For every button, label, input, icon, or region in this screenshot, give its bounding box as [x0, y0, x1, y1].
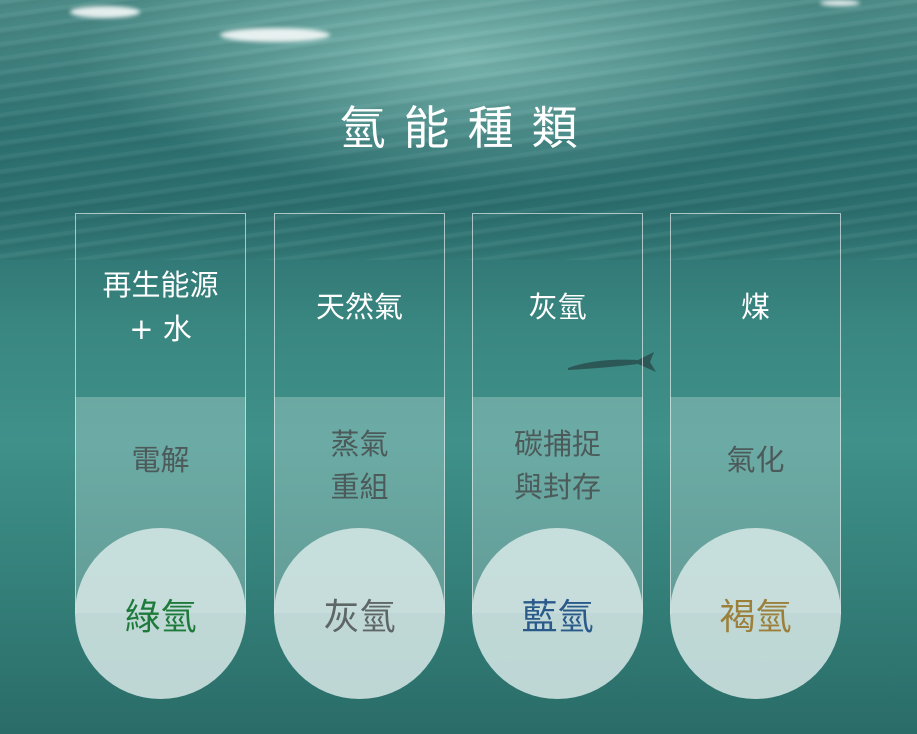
result-label: 灰氫 — [323, 596, 396, 638]
hydrogen-column-grey: 天然氣 蒸氣 重組 灰氫 — [274, 213, 445, 699]
process-line: 與封存 — [513, 470, 601, 504]
process-line: 氣化 — [726, 443, 785, 477]
page-title: 氫能種類 — [339, 101, 596, 155]
process-label: 碳捕捉 與封存 — [472, 423, 643, 509]
fish-icon — [568, 352, 656, 372]
source-label: 煤 — [670, 285, 841, 329]
process-line: 碳捕捉 — [513, 427, 601, 461]
light-glint — [820, 0, 860, 6]
process-line: 重組 — [330, 470, 389, 504]
source-label: 天然氣 — [274, 285, 445, 329]
result-label: 褐氫 — [719, 596, 792, 638]
source-label: 灰氫 — [472, 285, 643, 329]
hydrogen-column-green: 再生能源 + 水 電解 綠氫 — [75, 213, 246, 699]
result-circle: 藍氫 — [472, 528, 643, 699]
result-circle: 灰氫 — [274, 528, 445, 699]
source-label: 再生能源 + 水 — [75, 263, 246, 351]
process-line: 電解 — [131, 443, 190, 477]
result-label: 藍氫 — [521, 596, 594, 638]
process-label: 氣化 — [670, 439, 841, 482]
column-frame — [274, 213, 445, 614]
source-line: + 水 — [129, 312, 192, 346]
water-surface-background — [0, 0, 917, 260]
process-label: 蒸氣 重組 — [274, 423, 445, 509]
process-line: 蒸氣 — [330, 427, 389, 461]
source-line: 灰氫 — [528, 290, 587, 324]
column-frame — [472, 213, 643, 614]
result-circle: 綠氫 — [75, 528, 246, 699]
hydrogen-column-brown: 煤 氣化 褐氫 — [670, 213, 841, 699]
column-frame — [75, 213, 246, 614]
result-circle: 褐氫 — [670, 528, 841, 699]
source-line: 煤 — [740, 290, 770, 324]
result-label: 綠氫 — [124, 596, 197, 638]
source-line: 再生能源 — [102, 268, 219, 302]
light-glint — [220, 28, 330, 42]
light-glint — [70, 6, 140, 18]
process-label: 電解 — [75, 439, 246, 482]
column-frame — [670, 213, 841, 614]
hydrogen-column-blue: 灰氫 碳捕捉 與封存 藍氫 — [472, 213, 643, 699]
source-line: 天然氣 — [315, 290, 403, 324]
